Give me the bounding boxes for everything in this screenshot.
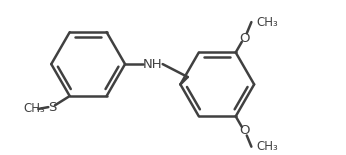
Text: NH: NH (143, 58, 163, 71)
Text: O: O (239, 124, 249, 137)
Text: CH₃: CH₃ (256, 16, 278, 29)
Text: CH₃: CH₃ (24, 102, 46, 115)
Text: CH₃: CH₃ (256, 140, 278, 153)
Text: S: S (48, 101, 56, 114)
Text: O: O (239, 32, 249, 45)
